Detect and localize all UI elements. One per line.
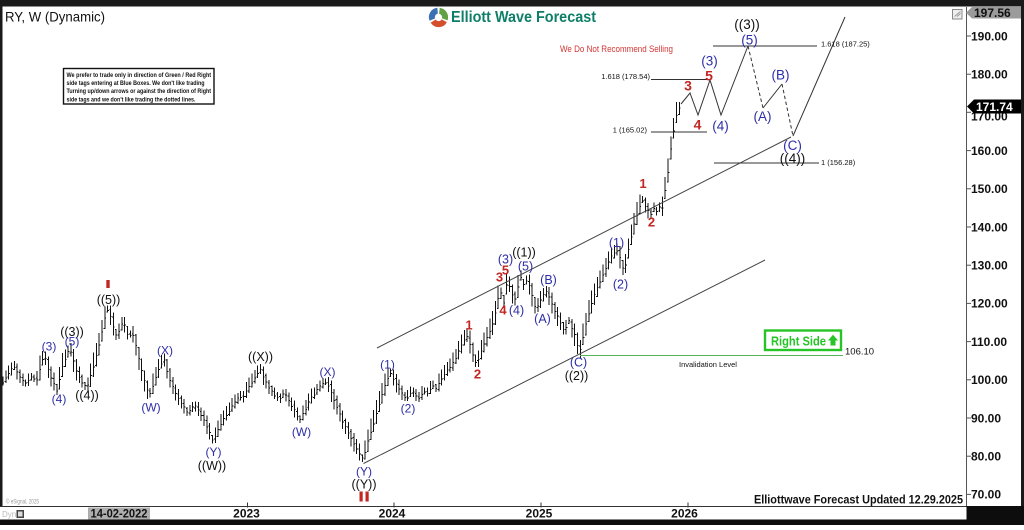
svg-text:2: 2: [648, 215, 655, 230]
svg-text:We prefer to trade only in dir: We prefer to trade only in direction of …: [67, 72, 212, 79]
svg-text:1 (165.02): 1 (165.02): [613, 126, 648, 135]
svg-text:2023: 2023: [233, 507, 260, 521]
svg-text:110.00: 110.00: [971, 335, 1007, 349]
svg-text:(X): (X): [157, 344, 173, 358]
svg-text:((3)): ((3)): [734, 17, 760, 32]
svg-text:100.00: 100.00: [971, 373, 1008, 387]
svg-text:(3): (3): [498, 253, 513, 267]
svg-text:(B): (B): [772, 68, 790, 83]
svg-text:180.00: 180.00: [971, 68, 1008, 82]
svg-text:90.00: 90.00: [971, 411, 1001, 425]
svg-text:2024: 2024: [379, 507, 406, 521]
svg-text:130.00: 130.00: [971, 259, 1008, 273]
svg-text:70.00: 70.00: [971, 488, 1001, 502]
svg-text:(3): (3): [42, 340, 57, 354]
svg-text:Dyn: Dyn: [2, 510, 16, 519]
svg-text:((X)): ((X)): [248, 350, 273, 364]
svg-text:14-02-2022: 14-02-2022: [91, 507, 148, 521]
svg-text:1: 1: [639, 176, 646, 191]
svg-text:(1): (1): [380, 358, 395, 372]
svg-text:(2): (2): [613, 278, 628, 292]
svg-text:(B): (B): [540, 273, 557, 287]
svg-text:((4)): ((4)): [780, 151, 806, 166]
svg-text:3: 3: [684, 78, 692, 94]
svg-text:side tags and we don't like tr: side tags and we don't like trading the …: [67, 96, 196, 103]
svg-text:(4): (4): [52, 392, 67, 406]
svg-text:4: 4: [499, 303, 507, 318]
svg-text:80.00: 80.00: [971, 450, 1001, 464]
svg-text:(W): (W): [141, 401, 160, 415]
svg-text:(3): (3): [701, 54, 718, 69]
svg-text:((1)): ((1)): [512, 246, 536, 260]
svg-text:(Y): (Y): [206, 445, 222, 459]
svg-text:(C): (C): [570, 356, 587, 370]
svg-text:5: 5: [705, 68, 713, 84]
svg-text:Right Side: Right Side: [771, 335, 826, 349]
svg-text:1.618 (178.54): 1.618 (178.54): [601, 72, 650, 81]
svg-text:Elliottwave Forecast Updated 1: Elliottwave Forecast Updated 12.29.2025: [754, 495, 964, 507]
svg-text:(Y): (Y): [356, 465, 372, 479]
svg-text:((2)): ((2)): [565, 369, 589, 383]
svg-text:4: 4: [694, 117, 702, 133]
svg-text:(A): (A): [754, 109, 772, 124]
svg-text:((Y)): ((Y)): [352, 478, 377, 492]
svg-text:106.10: 106.10: [845, 347, 874, 358]
svg-text:(4): (4): [509, 304, 524, 318]
svg-text:Elliott Wave Forecast: Elliott Wave Forecast: [451, 9, 596, 26]
svg-text:150.00: 150.00: [971, 182, 1008, 196]
svg-text:(4): (4): [712, 119, 729, 134]
svg-text:(5): (5): [518, 260, 533, 274]
svg-text:Turning up/down arrows or agai: Turning up/down arrows or against the di…: [67, 88, 212, 95]
svg-text:160.00: 160.00: [971, 144, 1008, 158]
svg-text:We Do Not Recommend Selling: We Do Not Recommend Selling: [560, 44, 673, 55]
svg-text:RY, W (Dynamic): RY, W (Dynamic): [5, 9, 105, 25]
svg-text:190.00: 190.00: [971, 29, 1008, 43]
svg-text:1: 1: [465, 318, 472, 333]
svg-text:side tags entering at Blue Box: side tags entering at Blue Boxes. We don…: [67, 80, 205, 87]
svg-text:(5): (5): [741, 33, 758, 48]
svg-text:140.00: 140.00: [971, 220, 1008, 234]
svg-text:1.618 (187.25): 1.618 (187.25): [821, 40, 870, 49]
svg-text:171.74: 171.74: [976, 100, 1013, 114]
svg-text:(A): (A): [534, 312, 551, 326]
svg-text:2025: 2025: [526, 507, 553, 521]
svg-text:(2): (2): [401, 402, 416, 416]
svg-text:(W): (W): [292, 425, 311, 439]
svg-text:2: 2: [474, 367, 481, 382]
svg-text:© eSignal, 2025: © eSignal, 2025: [6, 499, 40, 506]
svg-text:120.00: 120.00: [971, 297, 1008, 311]
svg-text:Invalidation Level: Invalidation Level: [679, 360, 737, 369]
svg-text:(1): (1): [609, 236, 624, 250]
svg-text:197.56: 197.56: [974, 6, 1011, 20]
svg-text:1 (156.28): 1 (156.28): [821, 158, 856, 167]
svg-text:(5): (5): [65, 335, 80, 349]
svg-text:((5)): ((5)): [97, 293, 121, 307]
svg-text:(X): (X): [320, 365, 336, 379]
svg-text:((4)): ((4)): [75, 389, 99, 403]
svg-text:2026: 2026: [671, 507, 698, 521]
svg-text:((W)): ((W)): [198, 459, 226, 473]
